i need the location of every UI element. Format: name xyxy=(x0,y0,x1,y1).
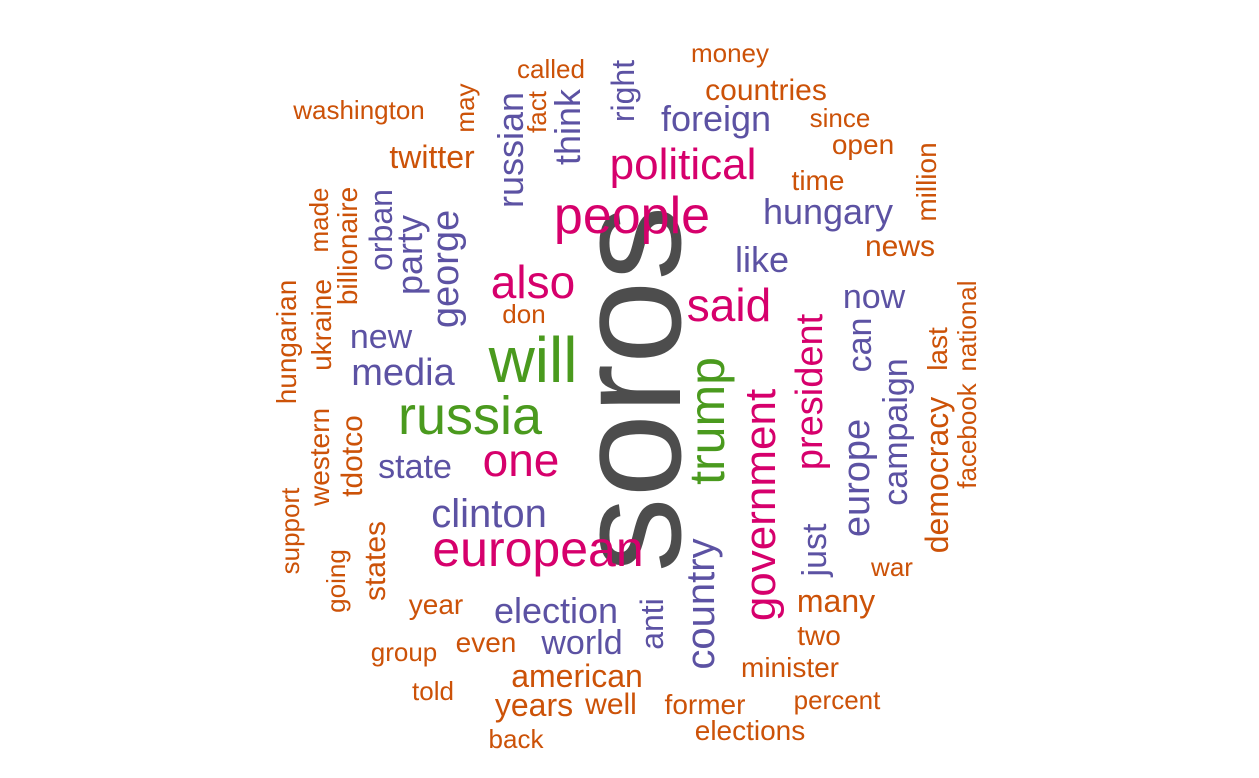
word-european: european xyxy=(432,521,644,577)
word-elections: elections xyxy=(694,715,806,746)
word-many: many xyxy=(796,583,876,619)
word-last: last xyxy=(922,327,953,371)
word-new: new xyxy=(349,318,413,356)
word-years: years xyxy=(494,687,574,723)
word-foreign: foreign xyxy=(660,98,772,139)
word-billionaire: billionaire xyxy=(332,186,363,306)
word-countries: countries xyxy=(705,74,827,107)
word-facebook: facebook xyxy=(952,383,982,489)
word-hungarian: hungarian xyxy=(271,279,302,405)
word-called: called xyxy=(517,54,585,84)
word-world: world xyxy=(541,624,623,662)
word-can: can xyxy=(841,317,879,373)
word-russia: russia xyxy=(397,386,543,446)
word-made: made xyxy=(304,187,334,253)
word-trump: trump xyxy=(679,357,735,485)
word-told: told xyxy=(412,676,454,706)
word-democracy: democracy xyxy=(919,396,955,554)
word-right: right xyxy=(605,59,641,123)
word-money: money xyxy=(690,38,770,68)
word-country: country xyxy=(679,538,723,670)
word-said: said xyxy=(686,279,772,331)
word-washington: washington xyxy=(293,95,425,125)
word-two: two xyxy=(797,620,841,651)
word-may: may xyxy=(450,83,480,133)
word-just: just xyxy=(796,523,834,577)
word-minister: minister xyxy=(740,652,840,683)
word-american: american xyxy=(511,658,643,694)
word-national: national xyxy=(952,280,982,372)
word-former: former xyxy=(664,689,746,720)
word-open: open xyxy=(831,129,895,160)
word-war: war xyxy=(871,552,913,582)
word-campaign: campaign xyxy=(877,358,915,506)
word-going: going xyxy=(321,549,351,613)
word-government: government xyxy=(736,388,785,622)
word-western: western xyxy=(304,407,335,507)
word-think: think xyxy=(547,88,588,166)
word-now: now xyxy=(842,278,906,316)
word-time: time xyxy=(791,165,845,196)
word-media: media xyxy=(351,352,455,394)
word-group: group xyxy=(370,637,438,667)
word-orban: orban xyxy=(363,189,399,271)
word-well: well xyxy=(585,688,637,721)
word-europe: europe xyxy=(836,418,878,538)
word-news: news xyxy=(864,230,936,263)
word-fact: fact xyxy=(522,91,552,133)
word-political: political xyxy=(609,140,757,189)
word-clinton: clinton xyxy=(431,492,547,536)
word-tdotco: tdotco xyxy=(336,415,369,497)
word-don: don xyxy=(502,299,546,329)
word-anti: anti xyxy=(634,598,670,650)
word-year: year xyxy=(408,589,464,620)
word-one: one xyxy=(482,434,560,486)
word-states: states xyxy=(359,520,392,602)
word-support: support xyxy=(275,487,305,575)
word-percent: percent xyxy=(793,685,881,715)
word-hungary: hungary xyxy=(762,191,894,232)
word-million: million xyxy=(911,142,942,222)
word-also: also xyxy=(490,256,576,308)
word-back: back xyxy=(488,724,544,754)
word-state: state xyxy=(378,448,452,486)
word-since: since xyxy=(809,103,871,133)
word-twitter: twitter xyxy=(389,139,475,175)
word-ukraine: ukraine xyxy=(306,279,337,371)
word-president: president xyxy=(789,313,831,471)
word-even: even xyxy=(455,627,517,658)
word-people: people xyxy=(553,187,711,245)
word-will: will xyxy=(488,324,578,396)
word-like: like xyxy=(734,239,790,280)
word-election: election xyxy=(493,590,619,631)
word-george: george xyxy=(425,209,467,329)
